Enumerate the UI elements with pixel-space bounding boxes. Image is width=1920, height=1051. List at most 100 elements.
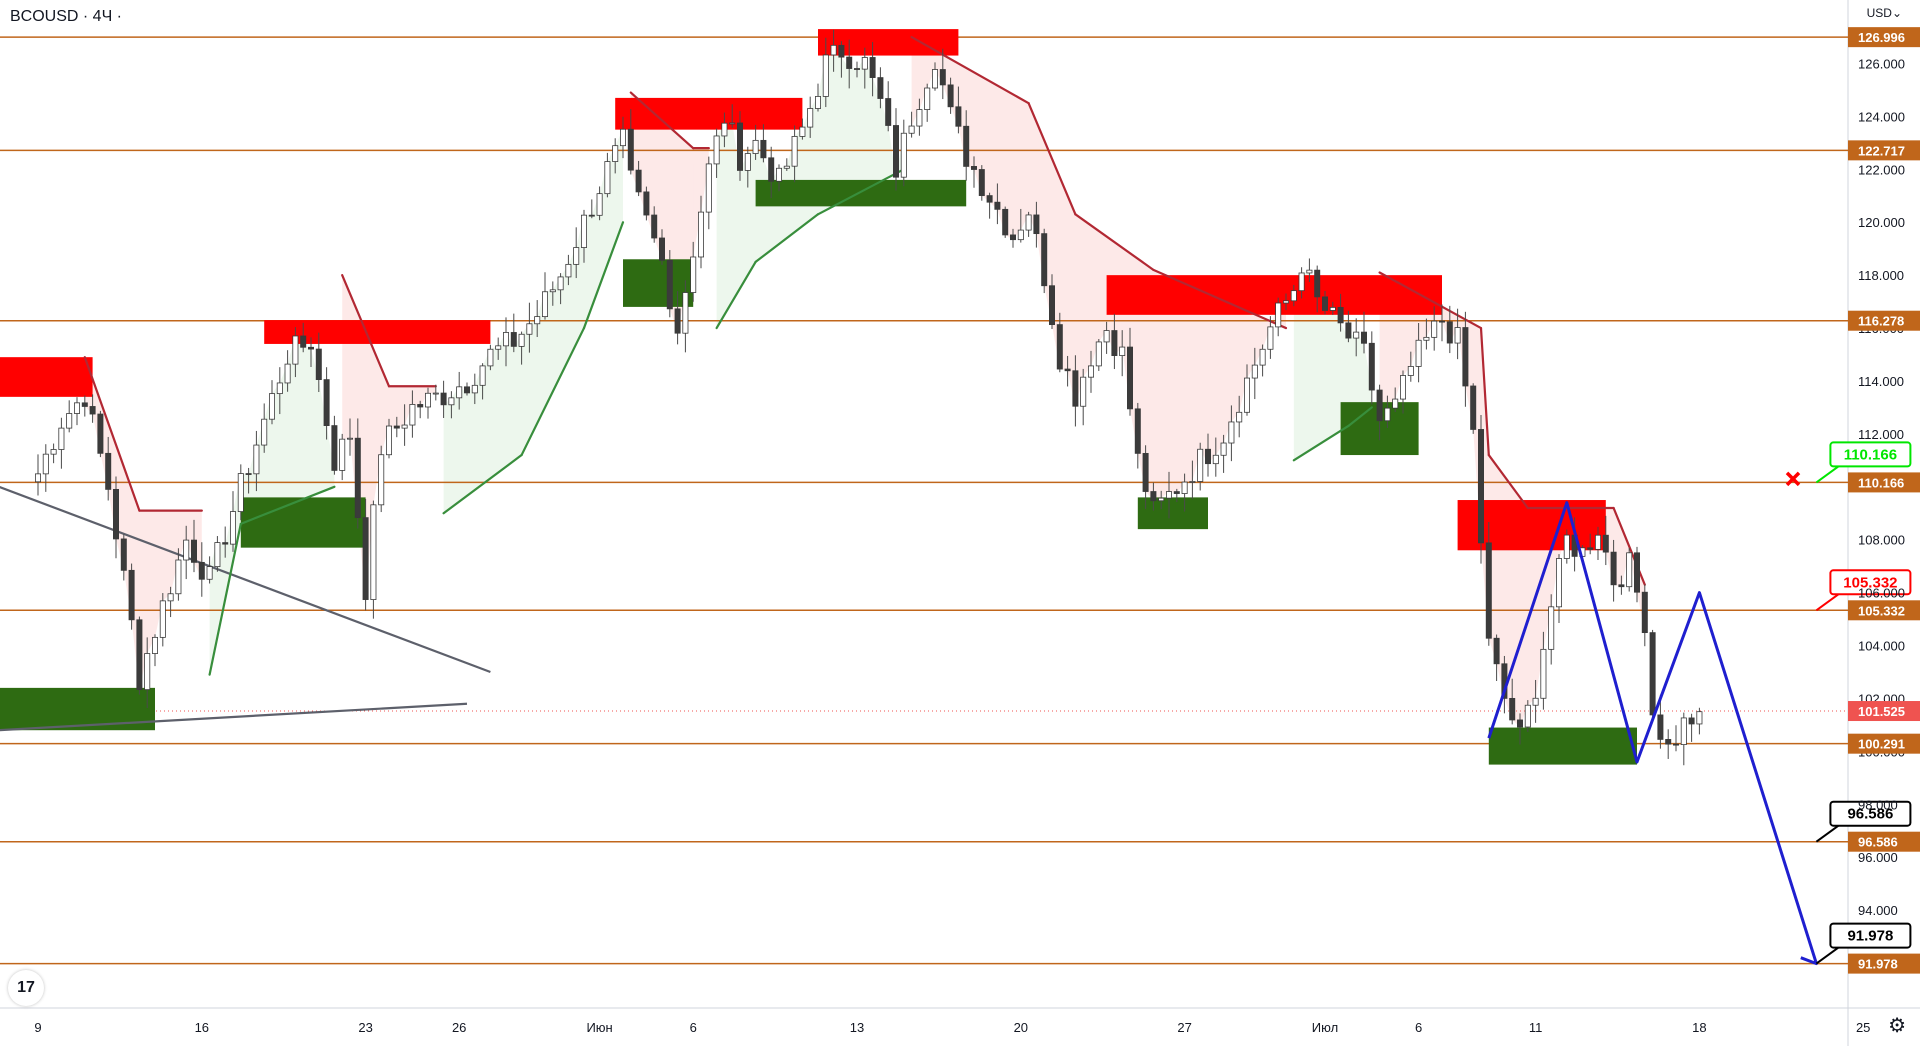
candle[interactable] bbox=[1017, 229, 1024, 241]
candle[interactable] bbox=[1392, 398, 1399, 409]
candle[interactable] bbox=[947, 84, 954, 108]
candle[interactable] bbox=[854, 68, 861, 70]
candle[interactable] bbox=[986, 195, 993, 203]
candle[interactable] bbox=[1587, 547, 1594, 550]
candle[interactable] bbox=[463, 386, 470, 394]
candle[interactable] bbox=[729, 122, 736, 125]
candle[interactable] bbox=[1002, 208, 1009, 236]
candle[interactable] bbox=[963, 125, 970, 167]
candle[interactable] bbox=[222, 542, 229, 545]
projection-path[interactable] bbox=[1487, 501, 1818, 966]
candle[interactable] bbox=[66, 413, 73, 429]
callout-box[interactable] bbox=[1829, 922, 1912, 949]
candle[interactable] bbox=[627, 128, 634, 171]
candle[interactable] bbox=[510, 332, 517, 347]
candle[interactable] bbox=[401, 424, 408, 429]
candle[interactable] bbox=[1158, 497, 1165, 502]
candle[interactable] bbox=[1080, 376, 1087, 407]
candle[interactable] bbox=[1150, 491, 1157, 502]
candle[interactable] bbox=[1010, 234, 1017, 241]
candle[interactable] bbox=[830, 44, 837, 56]
level-price-tag[interactable] bbox=[1848, 27, 1920, 48]
candle[interactable] bbox=[159, 600, 166, 638]
candle[interactable] bbox=[136, 619, 143, 691]
candle[interactable] bbox=[1657, 714, 1664, 740]
candle[interactable] bbox=[1415, 339, 1422, 367]
candle[interactable] bbox=[1181, 481, 1188, 494]
candle[interactable] bbox=[1439, 320, 1446, 323]
candle[interactable] bbox=[846, 56, 853, 69]
candle[interactable] bbox=[1509, 697, 1516, 721]
candle[interactable] bbox=[1025, 214, 1032, 231]
candle[interactable] bbox=[1314, 269, 1321, 298]
candle[interactable] bbox=[1197, 448, 1204, 482]
demand-zone[interactable] bbox=[0, 687, 155, 731]
candle[interactable] bbox=[596, 193, 603, 216]
candle[interactable] bbox=[393, 425, 400, 429]
candle[interactable] bbox=[1665, 739, 1672, 745]
candle[interactable] bbox=[479, 365, 486, 386]
candle[interactable] bbox=[1166, 491, 1173, 499]
candle[interactable] bbox=[1095, 341, 1102, 367]
trendline[interactable] bbox=[0, 486, 491, 674]
candle[interactable] bbox=[955, 106, 962, 127]
candle[interactable] bbox=[1337, 307, 1344, 324]
candle[interactable] bbox=[167, 593, 174, 602]
candle[interactable] bbox=[276, 382, 283, 395]
demand-zone[interactable] bbox=[1488, 727, 1637, 765]
candle[interactable] bbox=[113, 488, 120, 540]
candle[interactable] bbox=[1306, 269, 1313, 274]
candle[interactable] bbox=[861, 57, 868, 70]
demand-zone[interactable] bbox=[623, 259, 694, 307]
candle[interactable] bbox=[1688, 717, 1695, 725]
candle[interactable] bbox=[175, 559, 182, 595]
candle[interactable] bbox=[1329, 307, 1336, 311]
candle[interactable] bbox=[409, 404, 416, 426]
supply-zone[interactable] bbox=[264, 320, 491, 344]
candle[interactable] bbox=[1103, 330, 1110, 343]
candle[interactable] bbox=[1563, 534, 1570, 559]
candle[interactable] bbox=[1634, 552, 1641, 593]
candle[interactable] bbox=[1290, 290, 1297, 302]
candle[interactable] bbox=[1173, 491, 1180, 494]
callout-box[interactable] bbox=[1829, 569, 1912, 596]
candle[interactable] bbox=[1626, 552, 1633, 588]
demand-zone[interactable] bbox=[240, 497, 366, 548]
candle[interactable] bbox=[292, 335, 299, 365]
candle[interactable] bbox=[760, 139, 767, 159]
candle[interactable] bbox=[1322, 296, 1329, 311]
candle[interactable] bbox=[612, 145, 619, 162]
candle[interactable] bbox=[1111, 330, 1118, 356]
candle[interactable] bbox=[666, 259, 673, 310]
candle[interactable] bbox=[502, 332, 509, 347]
candle[interactable] bbox=[456, 386, 463, 399]
candle[interactable] bbox=[354, 437, 361, 519]
candle[interactable] bbox=[581, 214, 588, 248]
candle[interactable] bbox=[1407, 366, 1414, 376]
candle[interactable] bbox=[183, 539, 190, 561]
candle[interactable] bbox=[198, 561, 205, 580]
candle[interactable] bbox=[791, 136, 798, 167]
candle[interactable] bbox=[1446, 321, 1453, 344]
level-price-tag[interactable] bbox=[1848, 831, 1920, 852]
candle[interactable] bbox=[1033, 214, 1040, 235]
candle[interactable] bbox=[417, 404, 424, 408]
candle[interactable] bbox=[924, 87, 931, 110]
candle[interactable] bbox=[573, 247, 580, 265]
candle[interactable] bbox=[1540, 648, 1547, 699]
candle[interactable] bbox=[1462, 327, 1469, 387]
candle[interactable] bbox=[81, 402, 88, 407]
candle[interactable] bbox=[1251, 364, 1258, 379]
candle[interactable] bbox=[1485, 542, 1492, 639]
candle[interactable] bbox=[448, 397, 455, 406]
candle[interactable] bbox=[674, 308, 681, 334]
candle[interactable] bbox=[268, 393, 275, 420]
candle[interactable] bbox=[1220, 442, 1227, 456]
candle[interactable] bbox=[1064, 368, 1071, 372]
candle[interactable] bbox=[1524, 704, 1531, 728]
last-price-tag[interactable] bbox=[1848, 701, 1920, 722]
candle[interactable] bbox=[1696, 711, 1703, 725]
candle[interactable] bbox=[1088, 365, 1095, 378]
candle[interactable] bbox=[698, 211, 705, 258]
